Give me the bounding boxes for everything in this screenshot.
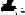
- Bar: [7, 8, 23, 9]
- Text: 1: 1: [0, 0, 16, 15]
- Legend: Granted Patents, Patent Applications: Granted Patents, Patent Applications: [0, 14, 10, 15]
- Bar: [7, 3, 9, 5]
- Text: 1: 1: [0, 0, 16, 14]
- Bar: [7, 10, 8, 12]
- Text: 1: 1: [0, 0, 16, 15]
- Bar: [7, 6, 8, 7]
- Text: 2: 2: [0, 0, 16, 15]
- Bar: [7, 1, 8, 2]
